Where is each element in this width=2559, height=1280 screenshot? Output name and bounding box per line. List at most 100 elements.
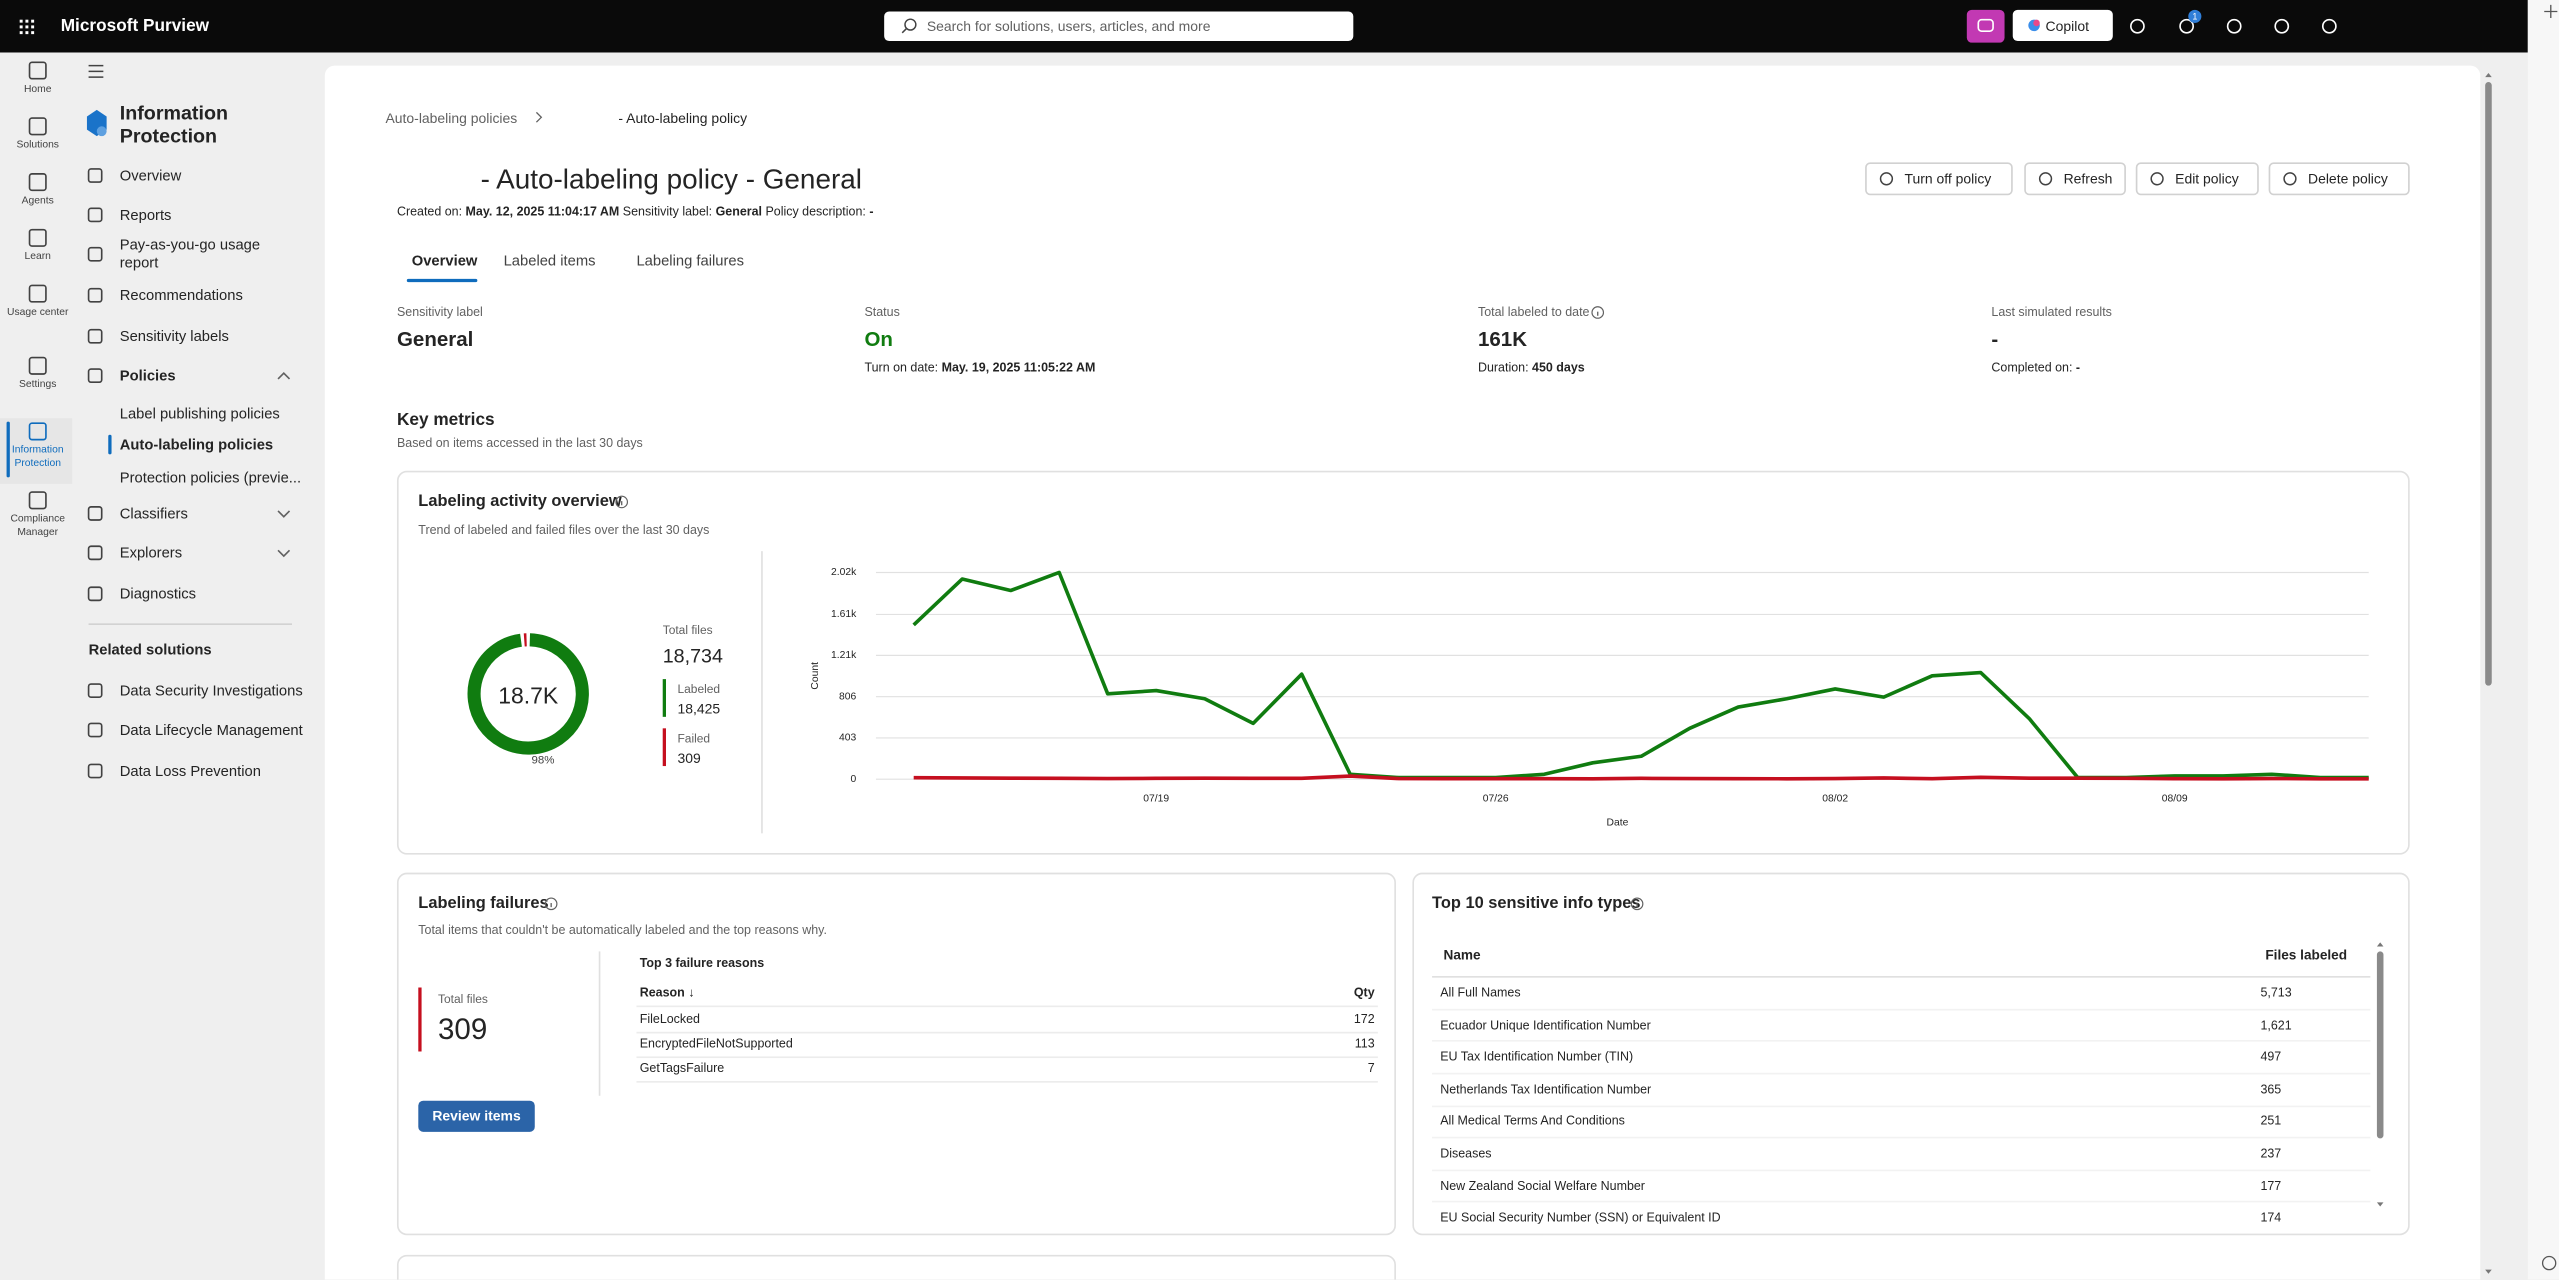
breadcrumb-chevron: [535, 111, 543, 123]
table-title: Top 3 failure reasons: [639, 955, 765, 971]
app-name: Microsoft Purview: [60, 16, 210, 37]
legend-total: 18,734: [662, 644, 723, 668]
nav-item[interactable]: Auto-labeling policies: [119, 436, 274, 453]
rail-label[interactable]: Solutions: [16, 139, 59, 151]
rail-label[interactable]: Usage center: [6, 306, 69, 319]
x-tick-label: 08/02: [1822, 794, 1848, 805]
y-tick-label: 403: [839, 733, 856, 744]
summary-label: Total labeled to date: [1477, 304, 1590, 320]
table-rule: [636, 1030, 1378, 1033]
breadcrumb-link[interactable]: Auto-labeling policies: [385, 109, 518, 126]
icon: [28, 117, 47, 136]
icon: [87, 168, 103, 183]
rail-label[interactable]: Settings: [19, 378, 57, 391]
table-cell: All Full Names: [1440, 985, 1521, 1000]
rail-label[interactable]: Compliance Manager: [10, 513, 66, 539]
nav-item[interactable]: Pay-as-you-go usage report: [119, 236, 261, 271]
summary-value: General: [396, 327, 474, 351]
summary-value: 161K: [1477, 327, 1528, 351]
card-title: Labeling activity overview: [418, 492, 622, 511]
hamburger: [88, 64, 104, 78]
action-icon: [2038, 172, 2053, 186]
icon: [87, 506, 103, 521]
search-icon: [904, 18, 917, 31]
table-cell: 172: [1353, 1011, 1375, 1027]
waffle-dot: [19, 19, 23, 23]
icon: [87, 368, 103, 384]
window-settings-icon: [2541, 1255, 2557, 1271]
summary-label: Status: [864, 304, 900, 320]
nav-item[interactable]: Label publishing policies: [119, 405, 280, 422]
x-tick-label: 07/19: [1143, 794, 1169, 805]
icon: [87, 586, 103, 602]
chevron: [277, 510, 291, 518]
nav-item[interactable]: Explorers: [119, 544, 183, 562]
icon: [87, 683, 103, 698]
summary-label: Last simulated results: [1991, 304, 2112, 320]
nav-item[interactable]: Policies: [119, 367, 176, 384]
nav-item[interactable]: Data Loss Prevention: [119, 762, 261, 780]
meta-label: Sensitivity label:: [622, 204, 713, 219]
action-button[interactable]: Refresh: [2024, 162, 2126, 196]
failures-total: 309: [437, 1012, 488, 1046]
nav-item[interactable]: Data Lifecycle Management: [119, 721, 303, 739]
rail-label[interactable]: Home: [23, 83, 52, 96]
card-divider: [598, 951, 601, 1096]
table-cell: 174: [2260, 1210, 2282, 1224]
nav-item[interactable]: Reports: [119, 206, 172, 224]
page-title: - Auto-labeling policy - General: [480, 164, 862, 196]
search-box[interactable]: [884, 11, 1354, 42]
tab[interactable]: Labeling failures: [636, 252, 744, 270]
rail-label[interactable]: Information Protection: [11, 444, 64, 470]
x-axis-title: Date: [1607, 817, 1629, 828]
line-series: [913, 774, 2369, 781]
search-icon-handle: [901, 28, 907, 34]
info-icon: [615, 495, 629, 509]
icon: [87, 722, 103, 738]
table-cell: EU Social Security Number (SSN) or Equiv…: [1440, 1210, 1721, 1224]
meta-label: Policy description:: [765, 204, 866, 219]
topbar-icon: [2321, 18, 2337, 34]
action-icon: [2150, 172, 2164, 186]
icon: [28, 422, 47, 441]
action-button[interactable]: Turn off policy: [1865, 162, 2013, 196]
rail-label[interactable]: Agents: [21, 195, 54, 207]
tab-underline: [406, 278, 478, 283]
nav-heading: Related solutions: [88, 641, 212, 658]
tab[interactable]: Labeled items: [503, 252, 596, 270]
nav-app-icon-lock: [96, 126, 107, 137]
summary-detail: Turn on date: May. 19, 2025 11:05:22 AM: [864, 360, 1095, 375]
nav-item[interactable]: Protection policies (previe...: [119, 469, 302, 486]
action-button[interactable]: Edit policy: [2135, 162, 2259, 196]
meta-label: Created on:: [396, 204, 463, 219]
nav-item[interactable]: Sensitivity labels: [119, 328, 229, 345]
summary-detail-label: Completed on:: [1991, 360, 2073, 375]
action-button[interactable]: Delete policy: [2268, 162, 2410, 196]
nav-item[interactable]: Data Security Investigations: [119, 682, 303, 699]
table-cell: 237: [2260, 1145, 2282, 1161]
tab[interactable]: Overview: [411, 252, 478, 270]
nav-item[interactable]: Recommendations: [119, 287, 243, 304]
table-rule: [1432, 1040, 2371, 1043]
copilot-toggle[interactable]: [1966, 9, 2005, 43]
nav-item[interactable]: Diagnostics: [119, 585, 197, 603]
rail-label[interactable]: Learn: [24, 250, 51, 263]
icon: [28, 284, 47, 303]
primary-button[interactable]: Review items: [418, 1100, 535, 1132]
meta-value: May. 12, 2025 11:04:17 AM: [465, 204, 620, 219]
nav-item[interactable]: Classifiers: [119, 505, 188, 522]
table-cell: FileLocked: [639, 1011, 701, 1027]
table-cell: All Medical Terms And Conditions: [1440, 1113, 1625, 1129]
donut-center: 18.7K: [498, 682, 559, 709]
badge: [2188, 9, 2202, 23]
icon: [28, 356, 47, 375]
icon: [87, 207, 103, 223]
breadcrumb-current: - Auto-labeling policy: [618, 109, 748, 126]
action-icon: [2283, 172, 2297, 186]
info-icon: [1591, 306, 1605, 319]
table-viewport: All Full Names 5,713 Ecuador Unique Identi…: [1412, 978, 2372, 1224]
copilot-toggle-icon: [1977, 18, 1994, 32]
waffle-dot: [31, 19, 35, 23]
nav-item[interactable]: Overview: [119, 167, 182, 184]
